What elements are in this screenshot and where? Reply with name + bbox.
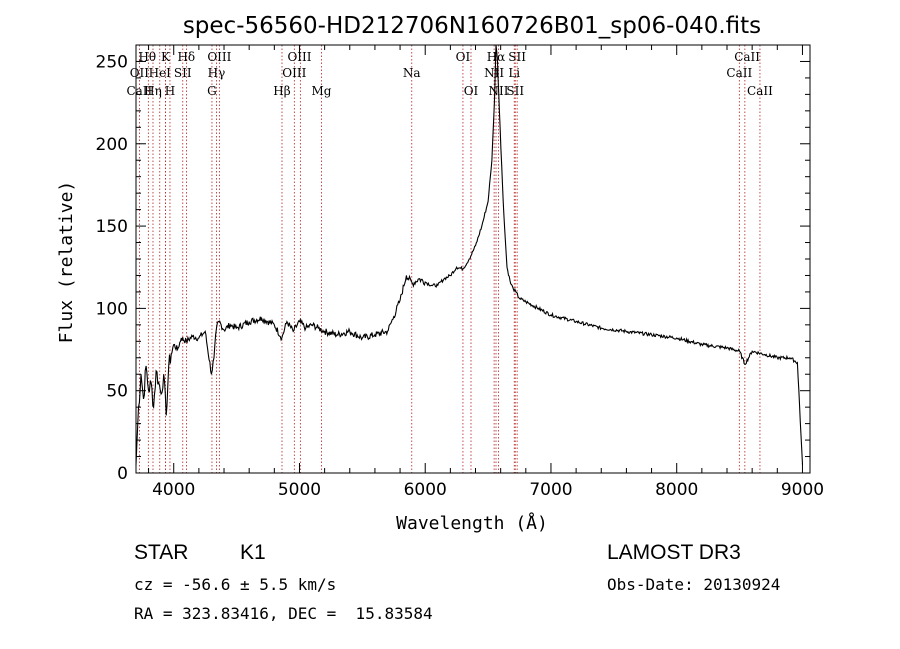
line-label-hδ: Hδ — [177, 50, 195, 64]
line-label-caii: CaII — [126, 84, 152, 98]
y-tick-label: 200 — [96, 135, 128, 155]
y-axis-label: Flux (relative) — [56, 181, 77, 344]
line-label-oi: OI — [456, 50, 471, 64]
line-label-h: H — [165, 84, 175, 98]
line-label-oii: OII — [130, 66, 150, 80]
x-tick-label: 9000 — [781, 480, 824, 500]
line-label-na: Na — [403, 66, 421, 80]
line-label-caii: CaII — [734, 50, 760, 64]
x-tick-label: 7000 — [529, 480, 572, 500]
observation-date: Obs-Date: 20130924 — [607, 575, 781, 594]
line-label-k: K — [161, 50, 171, 64]
x-tick-label: 6000 — [404, 480, 447, 500]
y-tick-label: 250 — [96, 52, 128, 72]
spectrum-line — [135, 44, 804, 465]
plot-frame — [135, 44, 811, 474]
chart-title: spec-56560-HD212706N160726B01_sp06-040.f… — [183, 13, 761, 39]
line-label-caii: CaII — [747, 84, 773, 98]
line-label-hei: HeI — [149, 66, 172, 80]
x-axis-label: Wavelength (Å) — [396, 512, 548, 534]
line-label-caii: CaII — [726, 66, 752, 80]
line-label-sii: SII — [506, 84, 524, 98]
line-label-oiii: OIII — [282, 66, 306, 80]
line-label-oi: OI — [464, 84, 479, 98]
line-label-hθ: Hθ — [138, 50, 156, 64]
y-tick-label: 0 — [117, 464, 128, 484]
x-tick-label: 8000 — [655, 480, 698, 500]
line-label-sii: SII — [508, 50, 526, 64]
line-label-nii: NII — [484, 66, 504, 80]
y-tick-label: 100 — [96, 299, 128, 319]
object-subclass: K1 — [240, 541, 266, 564]
line-label-hβ: Hβ — [273, 84, 290, 98]
x-tick-label: 5000 — [278, 480, 321, 500]
line-label-sii: SII — [174, 66, 192, 80]
line-label-hη: Hη — [144, 84, 162, 98]
object-class: STAR — [134, 541, 189, 564]
x-tick-label: 4000 — [152, 480, 195, 500]
redshift-cz: cz = -56.6 ± 5.5 km/s — [134, 575, 337, 594]
y-tick-label: 150 — [96, 217, 128, 237]
line-label-li: Li — [508, 66, 520, 80]
line-label-hγ: Hγ — [208, 66, 226, 80]
line-label-g: G — [207, 84, 217, 98]
line-label-mg: Mg — [311, 84, 331, 98]
coordinates: RA = 323.83416, DEC = 15.83584 — [134, 604, 433, 623]
line-label-oiii: OIII — [207, 50, 231, 64]
survey-name: LAMOST DR3 — [607, 541, 741, 564]
axes: 4000 5000 6000 7000 8000 9000 0 50 100 150 200 250 — [96, 44, 824, 500]
spectral-line-markers — [138, 45, 761, 473]
line-label-oiii: OIII — [287, 50, 311, 64]
y-tick-label: 50 — [106, 382, 128, 402]
